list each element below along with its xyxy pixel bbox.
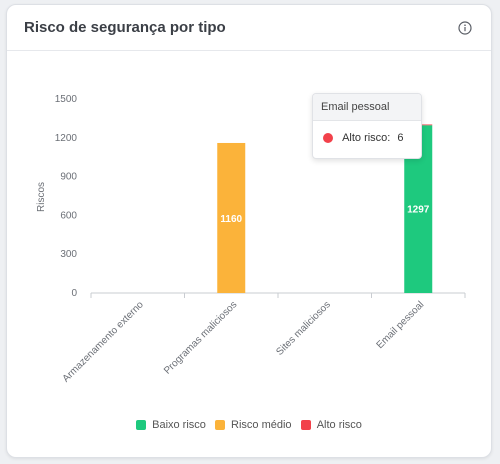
legend-label: Baixo risco [152,419,206,432]
legend-item-risco-medio[interactable]: Risco médio [214,419,292,432]
legend-swatch [214,420,225,431]
bar-data-label: 1297 [407,205,430,216]
legend-item-baixo-risco[interactable]: Baixo risco [136,419,206,431]
legend-label: Alto risco [316,419,362,432]
y-tick-label: 600 [60,210,77,221]
y-axis-title: Riscos [36,182,47,212]
y-tick-label: 1500 [55,94,78,105]
card-header: Risco de segurança por tipo [7,5,491,51]
tooltip-value: 6 [397,132,404,145]
legend-label: Risco médio [231,419,292,432]
chart-labels: 1160 1297 [220,205,429,225]
tooltip-dot [323,133,333,144]
tooltip-row: Alto risco: 6 [323,131,404,145]
bar-data-label: 1160 [220,214,242,225]
chart-legend: Baixo risco Risco médio Alto risco [7,419,491,435]
y-tick-label: 300 [60,249,77,260]
info-icon[interactable] [458,21,472,35]
y-tick-label: 0 [71,288,77,299]
bar-risco-m-dio [217,142,246,293]
bar-chart: 0 300 600 900 1200 1500 Armazenamento externo P… [36,94,466,385]
tooltip-series-name: Alto risco: [342,132,391,145]
y-tick-label: 900 [60,172,77,183]
x-tick-label: Programas maliciosos [162,299,239,376]
chart-card: Risco de segurança por tipo 0 300 600 900 12… [6,4,492,458]
chart-tooltip: Email pessoal Alto risco: 6 [312,93,422,159]
x-tick-label: Email pessoal [375,299,427,351]
y-tick-label: 1200 [55,133,78,144]
tooltip-title: Email pessoal [313,94,421,121]
legend-swatch [300,420,311,431]
legend-swatch [136,420,147,431]
legend-item-alto-risco[interactable]: Alto risco [300,419,362,432]
x-tick-label: Armazenamento externo [61,299,147,385]
card-title: Risco de segurança por tipo [24,19,226,36]
x-tick-label: Sites maliciosos [274,299,332,357]
